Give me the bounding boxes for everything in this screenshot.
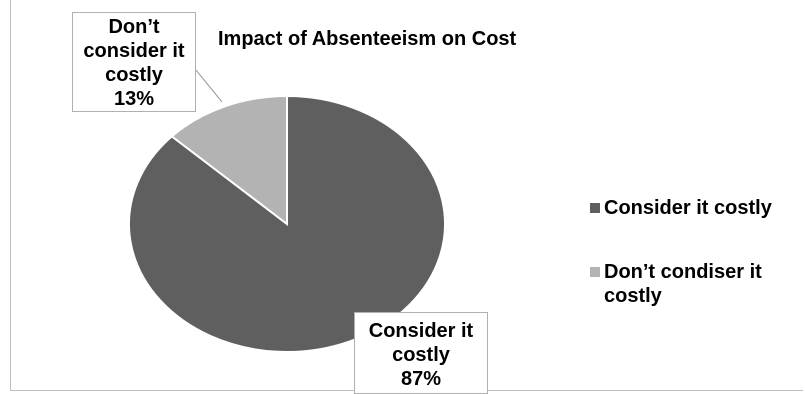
leader-line [195,69,223,103]
data-label-line: 13% [113,88,155,110]
data-label-dont-consider-costly: Don’t consider it costly 13% [72,12,196,112]
data-label-line: Don’t [108,16,160,38]
data-label-line: costly [392,344,450,366]
data-label-line: Consider it [368,320,474,342]
data-label-line: consider it [83,40,185,62]
legend: Consider it costly Don’t condiser it cos… [590,196,804,308]
data-label-consider-costly: Consider it costly 87% [354,312,488,394]
data-label-line: costly [105,64,163,86]
chart-title: Impact of Absenteeism on Cost [218,28,517,50]
legend-label: Don’t condiser it costly [604,261,762,307]
legend-swatch [590,203,600,213]
legend-swatch [590,267,600,277]
legend-label: Consider it costly [604,197,772,219]
pie-slice-dont-consider-costly [170,94,288,227]
legend-item-dont-consider-costly: Don’t condiser it costly [590,260,804,308]
data-label-line: 87% [400,368,442,390]
legend-item-consider-costly: Consider it costly [590,196,804,220]
